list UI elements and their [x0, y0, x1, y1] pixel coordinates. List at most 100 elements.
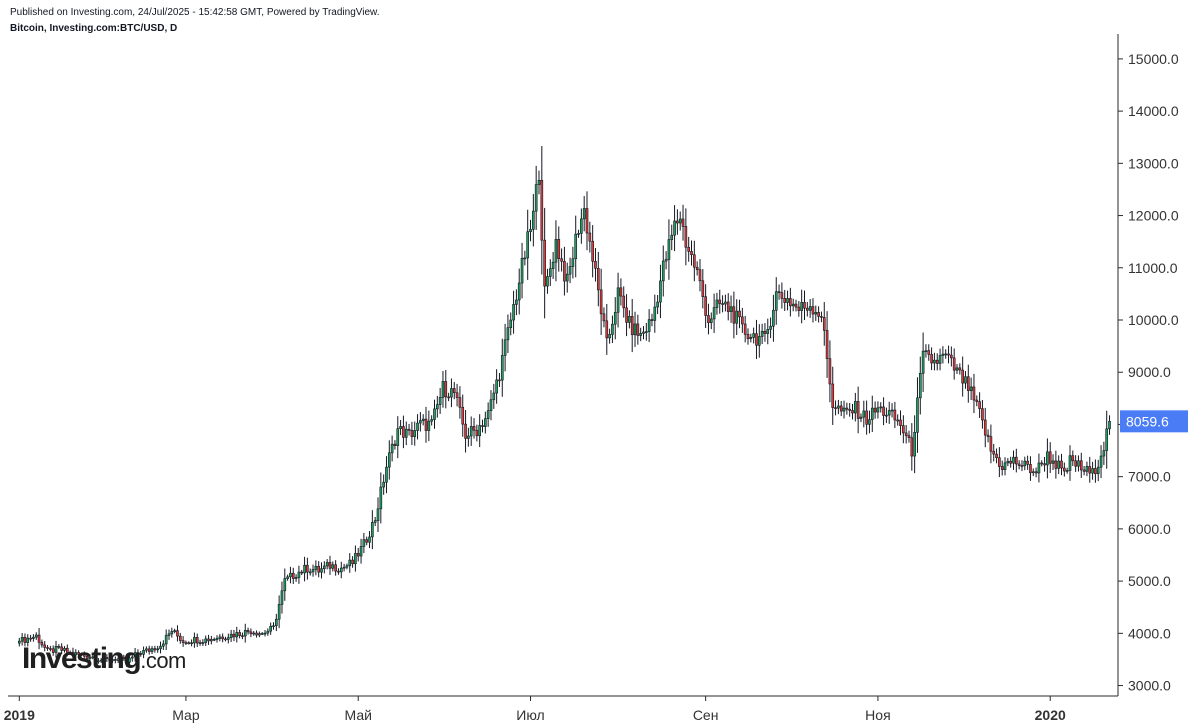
candle: [656, 295, 659, 315]
candle: [371, 510, 374, 550]
candle-body: [930, 354, 933, 364]
candle: [757, 324, 761, 358]
candle: [119, 653, 123, 663]
candle: [489, 390, 493, 421]
candle: [927, 344, 931, 361]
candle-body: [580, 218, 583, 234]
candle-body: [1046, 451, 1049, 466]
candle: [221, 633, 224, 643]
candle-body: [399, 426, 402, 429]
candle-body: [469, 426, 473, 437]
candle-body: [944, 353, 948, 356]
candle: [145, 646, 148, 653]
candle: [362, 532, 366, 554]
candle-body: [613, 312, 617, 325]
candle: [800, 289, 803, 324]
candle: [1054, 450, 1058, 479]
candle: [613, 297, 617, 340]
candle-body: [108, 658, 111, 662]
candle: [269, 622, 272, 635]
candle-body: [210, 639, 213, 642]
candle-body: [26, 637, 30, 643]
candle: [619, 278, 623, 306]
candle-body: [780, 292, 784, 299]
candle: [774, 277, 778, 325]
candle: [156, 645, 160, 653]
chart-header: Published on Investing.com, 24/Jul/2025 …: [10, 6, 379, 36]
candle: [605, 303, 609, 355]
candle-body: [557, 239, 561, 260]
candle-body: [320, 568, 323, 573]
candle: [704, 284, 707, 328]
candle-body: [300, 571, 304, 574]
candle: [34, 632, 38, 640]
candle-body: [715, 299, 719, 308]
candle-body: [252, 632, 256, 635]
candle: [500, 338, 504, 397]
candle: [49, 645, 52, 652]
candle: [899, 410, 902, 436]
candle: [935, 353, 939, 371]
candle-body: [899, 419, 902, 426]
candle: [1048, 442, 1052, 473]
candle: [543, 207, 546, 319]
candle: [1102, 441, 1106, 465]
candle-body: [373, 520, 377, 523]
candle-body: [509, 319, 513, 329]
candle: [933, 352, 936, 371]
candle-body: [633, 323, 637, 336]
candle-body: [359, 546, 363, 557]
candle-body: [616, 287, 620, 313]
y-axis[interactable]: 3000.04000.05000.06000.07000.08000.09000…: [1117, 34, 1188, 696]
candle-body: [503, 339, 507, 356]
candle: [588, 221, 592, 253]
candle: [1029, 456, 1032, 481]
candle-body: [1037, 462, 1041, 474]
candle-body: [927, 350, 931, 355]
candle: [981, 399, 984, 429]
candle-body: [822, 317, 826, 331]
candle: [226, 633, 230, 644]
x-tick-label: Май: [345, 707, 372, 723]
candle-body: [964, 376, 967, 384]
candle-body: [393, 443, 397, 446]
candle-body: [693, 254, 696, 268]
candle: [308, 568, 312, 576]
candle-body: [303, 564, 306, 574]
candle-body: [588, 232, 592, 242]
candle: [523, 250, 527, 266]
candle: [99, 657, 103, 663]
candle: [1091, 461, 1094, 480]
candle: [365, 536, 369, 546]
investing-logo: Investing .com: [22, 642, 186, 676]
candle-body: [1063, 467, 1066, 472]
candle-body: [396, 428, 400, 446]
candle: [82, 651, 86, 659]
candle: [20, 633, 24, 646]
candle: [684, 208, 688, 266]
candle: [286, 574, 289, 581]
candle: [60, 643, 63, 655]
candle: [481, 419, 484, 433]
candle-body: [546, 276, 549, 287]
candle-body: [741, 316, 744, 325]
candle-body: [97, 660, 100, 663]
candle-body: [938, 355, 942, 364]
candle-body: [249, 631, 253, 635]
candle: [752, 327, 755, 344]
candle-body: [356, 553, 360, 557]
candle: [306, 557, 309, 580]
candle-body: [147, 648, 151, 652]
candle: [1057, 455, 1061, 475]
candle: [232, 629, 236, 642]
candle: [1046, 438, 1049, 479]
candle: [275, 613, 278, 632]
candle-body: [402, 426, 405, 438]
candle-body: [193, 637, 196, 644]
candle-body: [331, 564, 335, 569]
candle-body: [1094, 468, 1097, 475]
candle: [210, 635, 213, 645]
x-axis: 2019 Мар Май Июл Сен Ноя 2020: [4, 695, 1118, 723]
candle-body: [1006, 460, 1010, 464]
